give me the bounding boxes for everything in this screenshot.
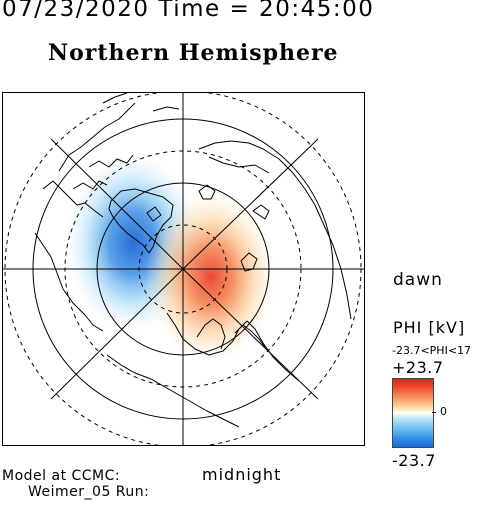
polar-map-canvas bbox=[3, 93, 364, 445]
siberia-coastline bbox=[198, 140, 352, 320]
polar-map bbox=[2, 92, 365, 446]
alaska-coastline bbox=[102, 93, 180, 112]
colorbar-range-text: -23.7<PHI<17 bbox=[392, 344, 472, 357]
phi-colorbar bbox=[392, 378, 434, 448]
meridian-diagonal-ne bbox=[182, 138, 319, 270]
colorbar-min-label: -23.7 bbox=[392, 451, 436, 470]
time-header: 07/23/2020 Time = 20:45:00 bbox=[2, 0, 375, 22]
footer-model-label: Model at CCMC: bbox=[2, 468, 121, 484]
arctic-islands-coastline bbox=[146, 184, 270, 222]
svalbard-coastline bbox=[240, 252, 258, 272]
colorbar-zero-label: 0 bbox=[440, 405, 447, 418]
meridian-lines bbox=[3, 93, 364, 445]
meridian-diagonal-nw bbox=[50, 138, 184, 270]
colorbar-zero-tick bbox=[432, 412, 436, 413]
colorbar-title: PHI [kV] bbox=[393, 318, 466, 337]
hemisphere-title: Northern Hemisphere bbox=[48, 40, 339, 66]
colorbar-max-label: +23.7 bbox=[392, 358, 444, 377]
canadian-arctic-coastline bbox=[42, 102, 136, 218]
coastlines bbox=[34, 93, 352, 428]
positive-potential-cell bbox=[145, 191, 277, 363]
greenland-coastline bbox=[108, 188, 174, 254]
meridian-diagonal-sw bbox=[50, 268, 184, 400]
labrador-coastline bbox=[34, 232, 104, 332]
meridian-diagonal-se bbox=[182, 268, 319, 400]
dawn-label: dawn bbox=[393, 270, 443, 290]
europe-coastline bbox=[106, 312, 300, 428]
scandinavia-coastline bbox=[196, 318, 266, 350]
footer-run-label: Weimer_05 Run: bbox=[28, 484, 150, 500]
midnight-label: midnight bbox=[202, 465, 282, 484]
